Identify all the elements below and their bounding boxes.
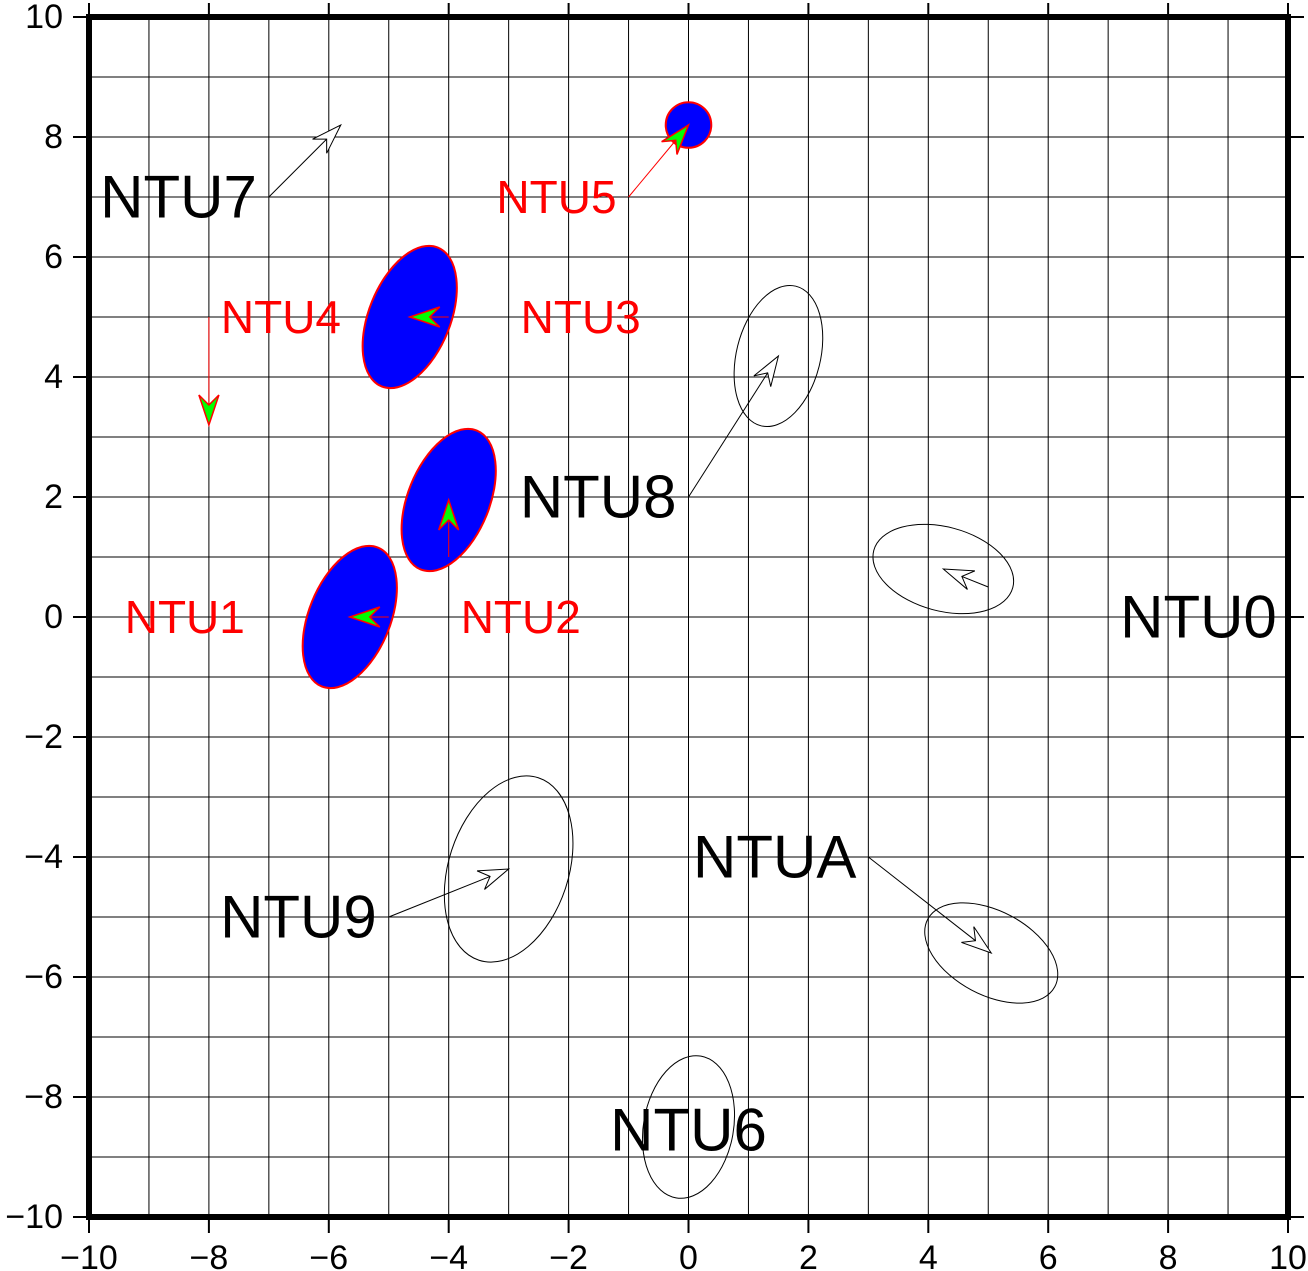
- vector-head-ntu3: [407, 306, 441, 328]
- vector-head-ntu1: [347, 606, 381, 628]
- x-axis-ticks: −10 −8 −6 −4 −2 0 2 4 6 8 10: [60, 3, 1307, 1271]
- x-tick-label: −8: [190, 1239, 229, 1271]
- y-tick-label: −8: [24, 1078, 63, 1116]
- vector-head-ntu9: [476, 868, 511, 890]
- vector-shaft-ntu5: [628, 140, 677, 198]
- ellipse-ntu9: [443, 775, 574, 963]
- station-label-ntu7: NTU7: [100, 164, 257, 231]
- y-axis-ticks: −10 −8 −6 −4 −2 0 2 4 6 8 10: [5, 0, 1304, 1236]
- station-label-ntua: NTUA: [693, 824, 856, 891]
- x-tick-label: −10: [60, 1239, 118, 1271]
- station-label-ntu3: NTU3: [521, 291, 641, 343]
- x-tick-label: 10: [1269, 1239, 1307, 1271]
- vector-shaft-ntua: [868, 856, 976, 942]
- x-tick-label: 2: [799, 1239, 818, 1271]
- station-label-ntu9: NTU9: [220, 884, 377, 951]
- y-tick-label: −6: [24, 958, 63, 996]
- x-tick-label: 6: [1039, 1239, 1058, 1271]
- station-labels: NTU0 NTU1 NTU2 NTU3 NTU4 NTU5 NTU6 NTU7 NTU8 NTU9…: [100, 164, 1277, 1164]
- x-tick-label: 8: [1159, 1239, 1178, 1271]
- x-tick-label: −4: [429, 1239, 468, 1271]
- vector-head-ntu0: [941, 568, 976, 590]
- velocity-vectors: [198, 123, 993, 954]
- vector-head-ntu2: [437, 497, 460, 531]
- vector-head-ntu5: [661, 123, 691, 155]
- y-tick-label: 10: [25, 0, 63, 36]
- x-tick-label: 0: [679, 1239, 698, 1271]
- x-tick-label: −2: [549, 1239, 588, 1271]
- x-tick-label: −6: [309, 1239, 348, 1271]
- vector-shaft-ntu0: [961, 575, 989, 588]
- y-tick-label: 4: [44, 358, 63, 396]
- x-tick-label: 4: [919, 1239, 938, 1271]
- vector-shaft-ntu7: [268, 138, 328, 198]
- station-label-ntu0: NTU0: [1120, 584, 1277, 651]
- station-label-ntu5: NTU5: [496, 171, 616, 223]
- ellipse-ntu0: [872, 523, 1015, 615]
- vector-head-ntu8: [753, 354, 780, 387]
- y-tick-label: 8: [44, 118, 63, 156]
- y-tick-label: 0: [44, 598, 63, 636]
- ellipse-ntu8: [733, 284, 824, 428]
- station-label-ntu8: NTU8: [520, 464, 677, 531]
- station-label-ntu4: NTU4: [221, 291, 341, 343]
- station-label-ntu2: NTU2: [461, 591, 581, 643]
- y-tick-label: −4: [24, 838, 63, 876]
- y-tick-label: 2: [44, 478, 63, 516]
- station-label-ntu6: NTU6: [610, 1097, 767, 1164]
- station-label-ntu1: NTU1: [125, 591, 245, 643]
- vector-shaft-ntu9: [388, 875, 491, 918]
- vector-head-ntu4: [198, 394, 220, 428]
- ellipse-ntu6: [641, 1055, 736, 1199]
- grid-lines: [89, 17, 1288, 1217]
- y-tick-label: −10: [5, 1198, 63, 1236]
- ellipse-ntua: [924, 902, 1059, 1004]
- vector-head-ntua: [961, 926, 993, 954]
- vector-shaft-ntu8: [688, 372, 769, 498]
- y-tick-label: 6: [44, 238, 63, 276]
- y-tick-label: −2: [24, 718, 63, 756]
- vector-head-ntu7: [312, 123, 342, 154]
